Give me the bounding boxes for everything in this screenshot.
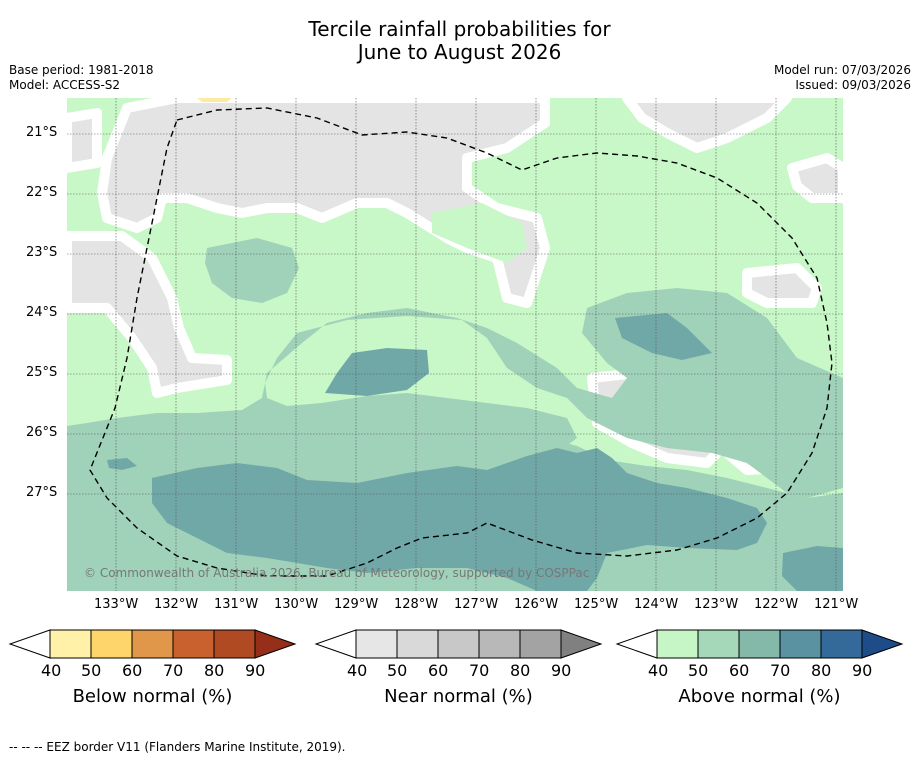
colorbar-above-cell bbox=[779, 629, 822, 659]
near-normal-north bbox=[97, 98, 550, 308]
above-40-pocket bbox=[432, 203, 527, 263]
eez-border bbox=[89, 107, 833, 577]
legend-tick: 60 bbox=[428, 661, 449, 680]
legend-tick: 70 bbox=[163, 661, 184, 680]
colorbar-near-cell bbox=[355, 629, 398, 659]
probability-map: © Commonwealth of Australia 2026, Bureau… bbox=[67, 98, 843, 591]
colorbar-below-cell bbox=[49, 629, 92, 659]
legend-tick: 50 bbox=[81, 661, 102, 680]
colorbar-near-cell bbox=[478, 629, 521, 659]
lat-label: 27°S bbox=[26, 485, 58, 500]
title-line-2: June to August 2026 bbox=[357, 40, 562, 64]
lat-label: 25°S bbox=[26, 365, 58, 380]
near-normal-ne bbox=[787, 153, 843, 203]
above-50-nw bbox=[205, 238, 299, 303]
legend-tick: 40 bbox=[648, 661, 669, 680]
below-normal-spot bbox=[197, 98, 232, 102]
lon-label: 130°W bbox=[274, 597, 319, 612]
lon-label: 125°W bbox=[574, 597, 619, 612]
meta-left: Base period: 1981-2018 Model: ACCESS-S2 bbox=[9, 63, 154, 93]
lon-label: 123°W bbox=[694, 597, 739, 612]
above-60-center bbox=[325, 348, 429, 396]
colorbar-below-cell bbox=[213, 629, 256, 659]
colorbar-near-cell bbox=[437, 629, 480, 659]
colorbar-above-cell bbox=[697, 629, 740, 659]
lat-label: 26°S bbox=[26, 425, 58, 440]
legend-tick: 80 bbox=[204, 661, 225, 680]
issued-date: Issued: 09/03/2026 bbox=[795, 78, 911, 92]
lat-label: 24°S bbox=[26, 305, 58, 320]
lon-label: 126°W bbox=[514, 597, 559, 612]
lat-label: 22°S bbox=[26, 185, 58, 200]
colorbar-above-over bbox=[861, 629, 904, 659]
legend-tick: 50 bbox=[688, 661, 709, 680]
colorbar-above-under bbox=[615, 629, 658, 659]
colorbar-above-cell bbox=[820, 629, 863, 659]
title-line-1: Tercile rainfall probabilities for bbox=[308, 17, 611, 41]
lon-label: 133°W bbox=[94, 597, 139, 612]
near-normal-nw bbox=[67, 108, 102, 173]
lon-label: 132°W bbox=[154, 597, 199, 612]
legend-tick: 40 bbox=[41, 661, 62, 680]
colorbar-below-cell bbox=[172, 629, 215, 659]
above-60-se bbox=[782, 546, 843, 591]
legend-tick: 40 bbox=[347, 661, 368, 680]
near-normal-n-east bbox=[622, 98, 792, 153]
colorbar-above-cell bbox=[656, 629, 699, 659]
legend-tick: 70 bbox=[770, 661, 791, 680]
model-run: Model run: 07/03/2026 bbox=[773, 63, 911, 77]
map-copyright: © Commonwealth of Australia 2026, Bureau… bbox=[84, 566, 589, 580]
lon-label: 131°W bbox=[214, 597, 259, 612]
colorbar-near bbox=[314, 629, 603, 659]
page-title: Tercile rainfall probabilities for June … bbox=[0, 18, 919, 64]
lon-label: 127°W bbox=[454, 597, 499, 612]
lon-label: 122°W bbox=[754, 597, 799, 612]
above-60-south bbox=[152, 448, 767, 591]
legend-tick: 70 bbox=[469, 661, 490, 680]
colorbar-below bbox=[8, 629, 297, 659]
model-name: Model: ACCESS-S2 bbox=[9, 78, 121, 92]
colorbar-above-cell bbox=[738, 629, 781, 659]
legend-tick: 60 bbox=[729, 661, 750, 680]
gridlines bbox=[67, 98, 843, 591]
base-period: Base period: 1981-2018 bbox=[9, 63, 154, 77]
lat-label: 21°S bbox=[26, 125, 58, 140]
lat-label: 23°S bbox=[26, 245, 58, 260]
colorbar-near-over bbox=[560, 629, 603, 659]
legend-tick: 60 bbox=[122, 661, 143, 680]
legend-tick: 50 bbox=[387, 661, 408, 680]
colorbar-below-over bbox=[254, 629, 297, 659]
near-normal-west bbox=[67, 231, 232, 398]
colorbar-below-under bbox=[8, 629, 51, 659]
legend-tick: 90 bbox=[245, 661, 266, 680]
footnote: -- -- -- EEZ border V11 (Flanders Marine… bbox=[9, 740, 346, 754]
meta-right: Model run: 07/03/2026 Issued: 09/03/2026 bbox=[774, 63, 911, 93]
colorbar-below-cell bbox=[131, 629, 174, 659]
above-60-east bbox=[615, 313, 712, 360]
above-60-west-dot bbox=[107, 458, 137, 470]
colorbar-near-under bbox=[314, 629, 357, 659]
near-normal-east-2 bbox=[742, 263, 822, 308]
colorbar-near-cell bbox=[519, 629, 562, 659]
legend-tick: 90 bbox=[852, 661, 873, 680]
colorbar-below-cell bbox=[90, 629, 133, 659]
legend-tick: 90 bbox=[551, 661, 572, 680]
legend-above-label: Above normal (%) bbox=[678, 686, 841, 707]
lon-label: 124°W bbox=[634, 597, 679, 612]
legend-near-label: Near normal (%) bbox=[384, 686, 533, 707]
lon-label: 121°W bbox=[814, 597, 859, 612]
legend-tick: 80 bbox=[811, 661, 832, 680]
colorbar-above bbox=[615, 629, 904, 659]
legend-below-label: Below normal (%) bbox=[72, 686, 233, 707]
lon-label: 128°W bbox=[394, 597, 439, 612]
lon-label: 129°W bbox=[334, 597, 379, 612]
above-60-regions bbox=[107, 313, 843, 591]
colorbar-near-cell bbox=[396, 629, 439, 659]
legend-tick: 80 bbox=[510, 661, 531, 680]
